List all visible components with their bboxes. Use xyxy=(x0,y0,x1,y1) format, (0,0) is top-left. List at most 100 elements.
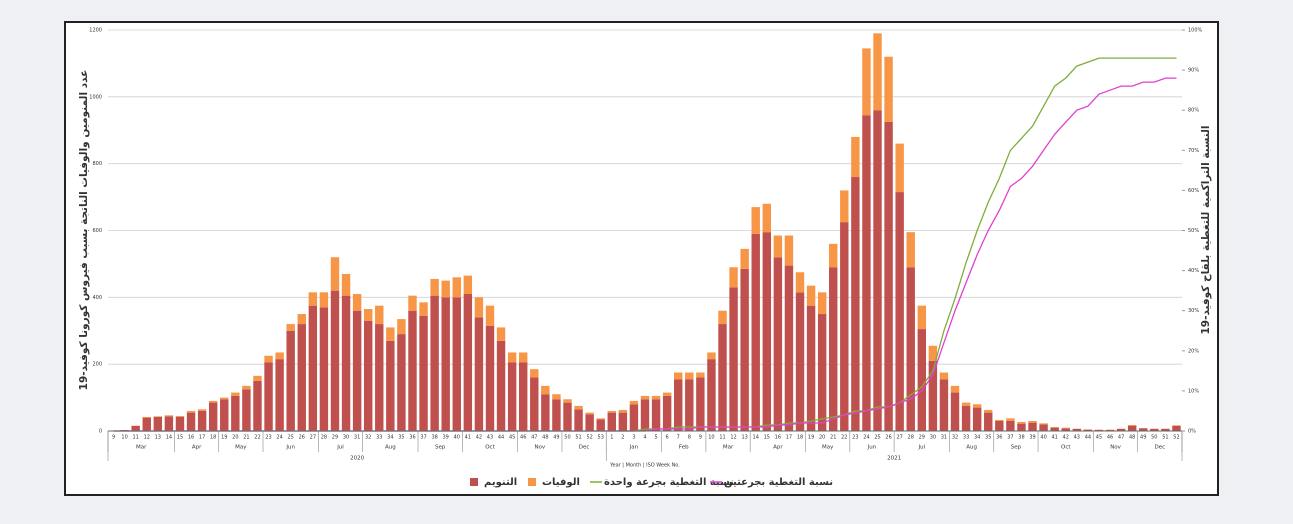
bar-segment xyxy=(397,334,406,431)
x-tick-label: 27 xyxy=(896,435,902,441)
bar-segment xyxy=(1105,429,1115,431)
bar-segment xyxy=(984,409,993,413)
x-tick-label: 50 xyxy=(564,435,570,441)
bar-segment xyxy=(485,305,495,326)
bar-segment xyxy=(740,248,749,269)
bar-segment xyxy=(829,267,838,431)
bar-segment xyxy=(806,305,816,431)
x-tick-label: 31 xyxy=(941,435,947,441)
bar-segment xyxy=(352,310,362,431)
x-tick-label: 21 xyxy=(243,435,249,441)
y-tick-label: 400 xyxy=(92,295,102,301)
bar-segment xyxy=(363,320,373,431)
x-tick-label: 39 xyxy=(1029,435,1035,441)
x-tick-label: 32 xyxy=(365,435,371,441)
bar-segment xyxy=(950,392,960,431)
bar-segment xyxy=(197,410,207,431)
x-tick-label: 43 xyxy=(1074,435,1080,441)
x-tick-label: 9 xyxy=(699,435,702,441)
bar-segment xyxy=(131,425,140,431)
x-tick-label: 16 xyxy=(775,435,781,441)
bar-segment xyxy=(629,404,639,431)
x-tick-label: 14 xyxy=(166,435,172,441)
bar-segment xyxy=(297,324,306,431)
month-label: Mar xyxy=(136,445,147,451)
month-label: Nov xyxy=(1110,445,1121,451)
bar-segment xyxy=(1028,420,1037,423)
month-label: Jul xyxy=(917,445,925,451)
x-tick-label: 37 xyxy=(420,435,426,441)
bar-segment xyxy=(640,395,650,400)
bar-segment xyxy=(208,402,218,431)
bar-segment xyxy=(729,287,738,431)
x-tick-label: 26 xyxy=(885,435,891,441)
month-label: Jan xyxy=(629,445,639,451)
y2-tick-label: 100% xyxy=(1188,28,1203,34)
bar-segment xyxy=(530,377,539,431)
bar-segment xyxy=(1039,423,1048,425)
bar-segment xyxy=(596,419,605,431)
bar-segment xyxy=(1050,427,1059,431)
bar-segment xyxy=(175,416,185,431)
x-tick-label: 18 xyxy=(210,435,216,441)
bar-segment xyxy=(1050,426,1059,428)
bar-segment xyxy=(441,297,450,431)
bar-segment xyxy=(1061,428,1070,431)
bar-segment xyxy=(452,297,461,431)
bar-segment xyxy=(917,329,927,431)
bar-segment xyxy=(662,395,672,431)
y-tick-label: 600 xyxy=(92,228,102,234)
bar-segment xyxy=(197,409,207,411)
x-tick-label: 49 xyxy=(553,435,559,441)
bar-segment xyxy=(607,412,616,431)
x-tick-label: 4 xyxy=(643,435,646,441)
bar-segment xyxy=(1006,418,1015,421)
x-tick-label: 48 xyxy=(542,435,548,441)
bar-segment xyxy=(972,404,982,408)
x-tick-label: 44 xyxy=(498,435,504,441)
x-tick-label: 32 xyxy=(952,435,958,441)
bar-segment xyxy=(452,277,461,298)
bar-segment xyxy=(153,416,163,417)
x-tick-label: 51 xyxy=(575,435,581,441)
y-axis-label: عدد المنومين والوفيات الناتجة بسبب فيروس… xyxy=(78,70,90,391)
x-tick-label: 13 xyxy=(741,435,747,441)
bar-segment xyxy=(552,399,561,431)
month-label: Oct xyxy=(485,445,495,451)
bar-segment xyxy=(297,314,306,325)
bar-segment xyxy=(330,290,340,431)
legend-label: الوفيات xyxy=(542,477,580,488)
bar-segment xyxy=(1006,420,1015,431)
x-tick-label: 17 xyxy=(199,435,205,441)
legend-label: نسبة التغطية بجرعة واحدة xyxy=(604,477,734,488)
bar-segment xyxy=(851,136,860,178)
y2-tick-label: 40% xyxy=(1188,268,1199,274)
legend-label: التنويم xyxy=(484,477,517,488)
bar-segment xyxy=(873,110,882,431)
bar-segment xyxy=(164,416,174,431)
bar-segment xyxy=(474,297,484,318)
bar-segment xyxy=(1139,428,1148,431)
year-label: 2021 xyxy=(887,456,901,462)
bar-segment xyxy=(751,233,760,431)
x-tick-label: 45 xyxy=(1096,435,1102,441)
bar-segment xyxy=(275,352,284,360)
bar-segment xyxy=(375,305,384,325)
x-tick-label: 12 xyxy=(730,435,736,441)
bar-segment xyxy=(375,324,384,431)
y2-tick-label: 90% xyxy=(1188,68,1199,74)
bar-segment xyxy=(784,265,794,431)
bar-segment xyxy=(740,268,749,431)
bar-segment xyxy=(563,402,572,431)
x-tick-label: 47 xyxy=(531,435,537,441)
x-tick-label: 43 xyxy=(487,435,493,441)
year-label: 2020 xyxy=(350,456,364,462)
legend-swatch xyxy=(470,478,478,486)
x-tick-label: 15 xyxy=(764,435,770,441)
x-tick-label: 36 xyxy=(996,435,1002,441)
x-tick-label: 51 xyxy=(1162,435,1168,441)
bar-segment xyxy=(518,352,528,363)
bar-segment xyxy=(253,380,262,431)
x-tick-label: 19 xyxy=(221,435,227,441)
x-tick-label: 11 xyxy=(132,435,138,441)
